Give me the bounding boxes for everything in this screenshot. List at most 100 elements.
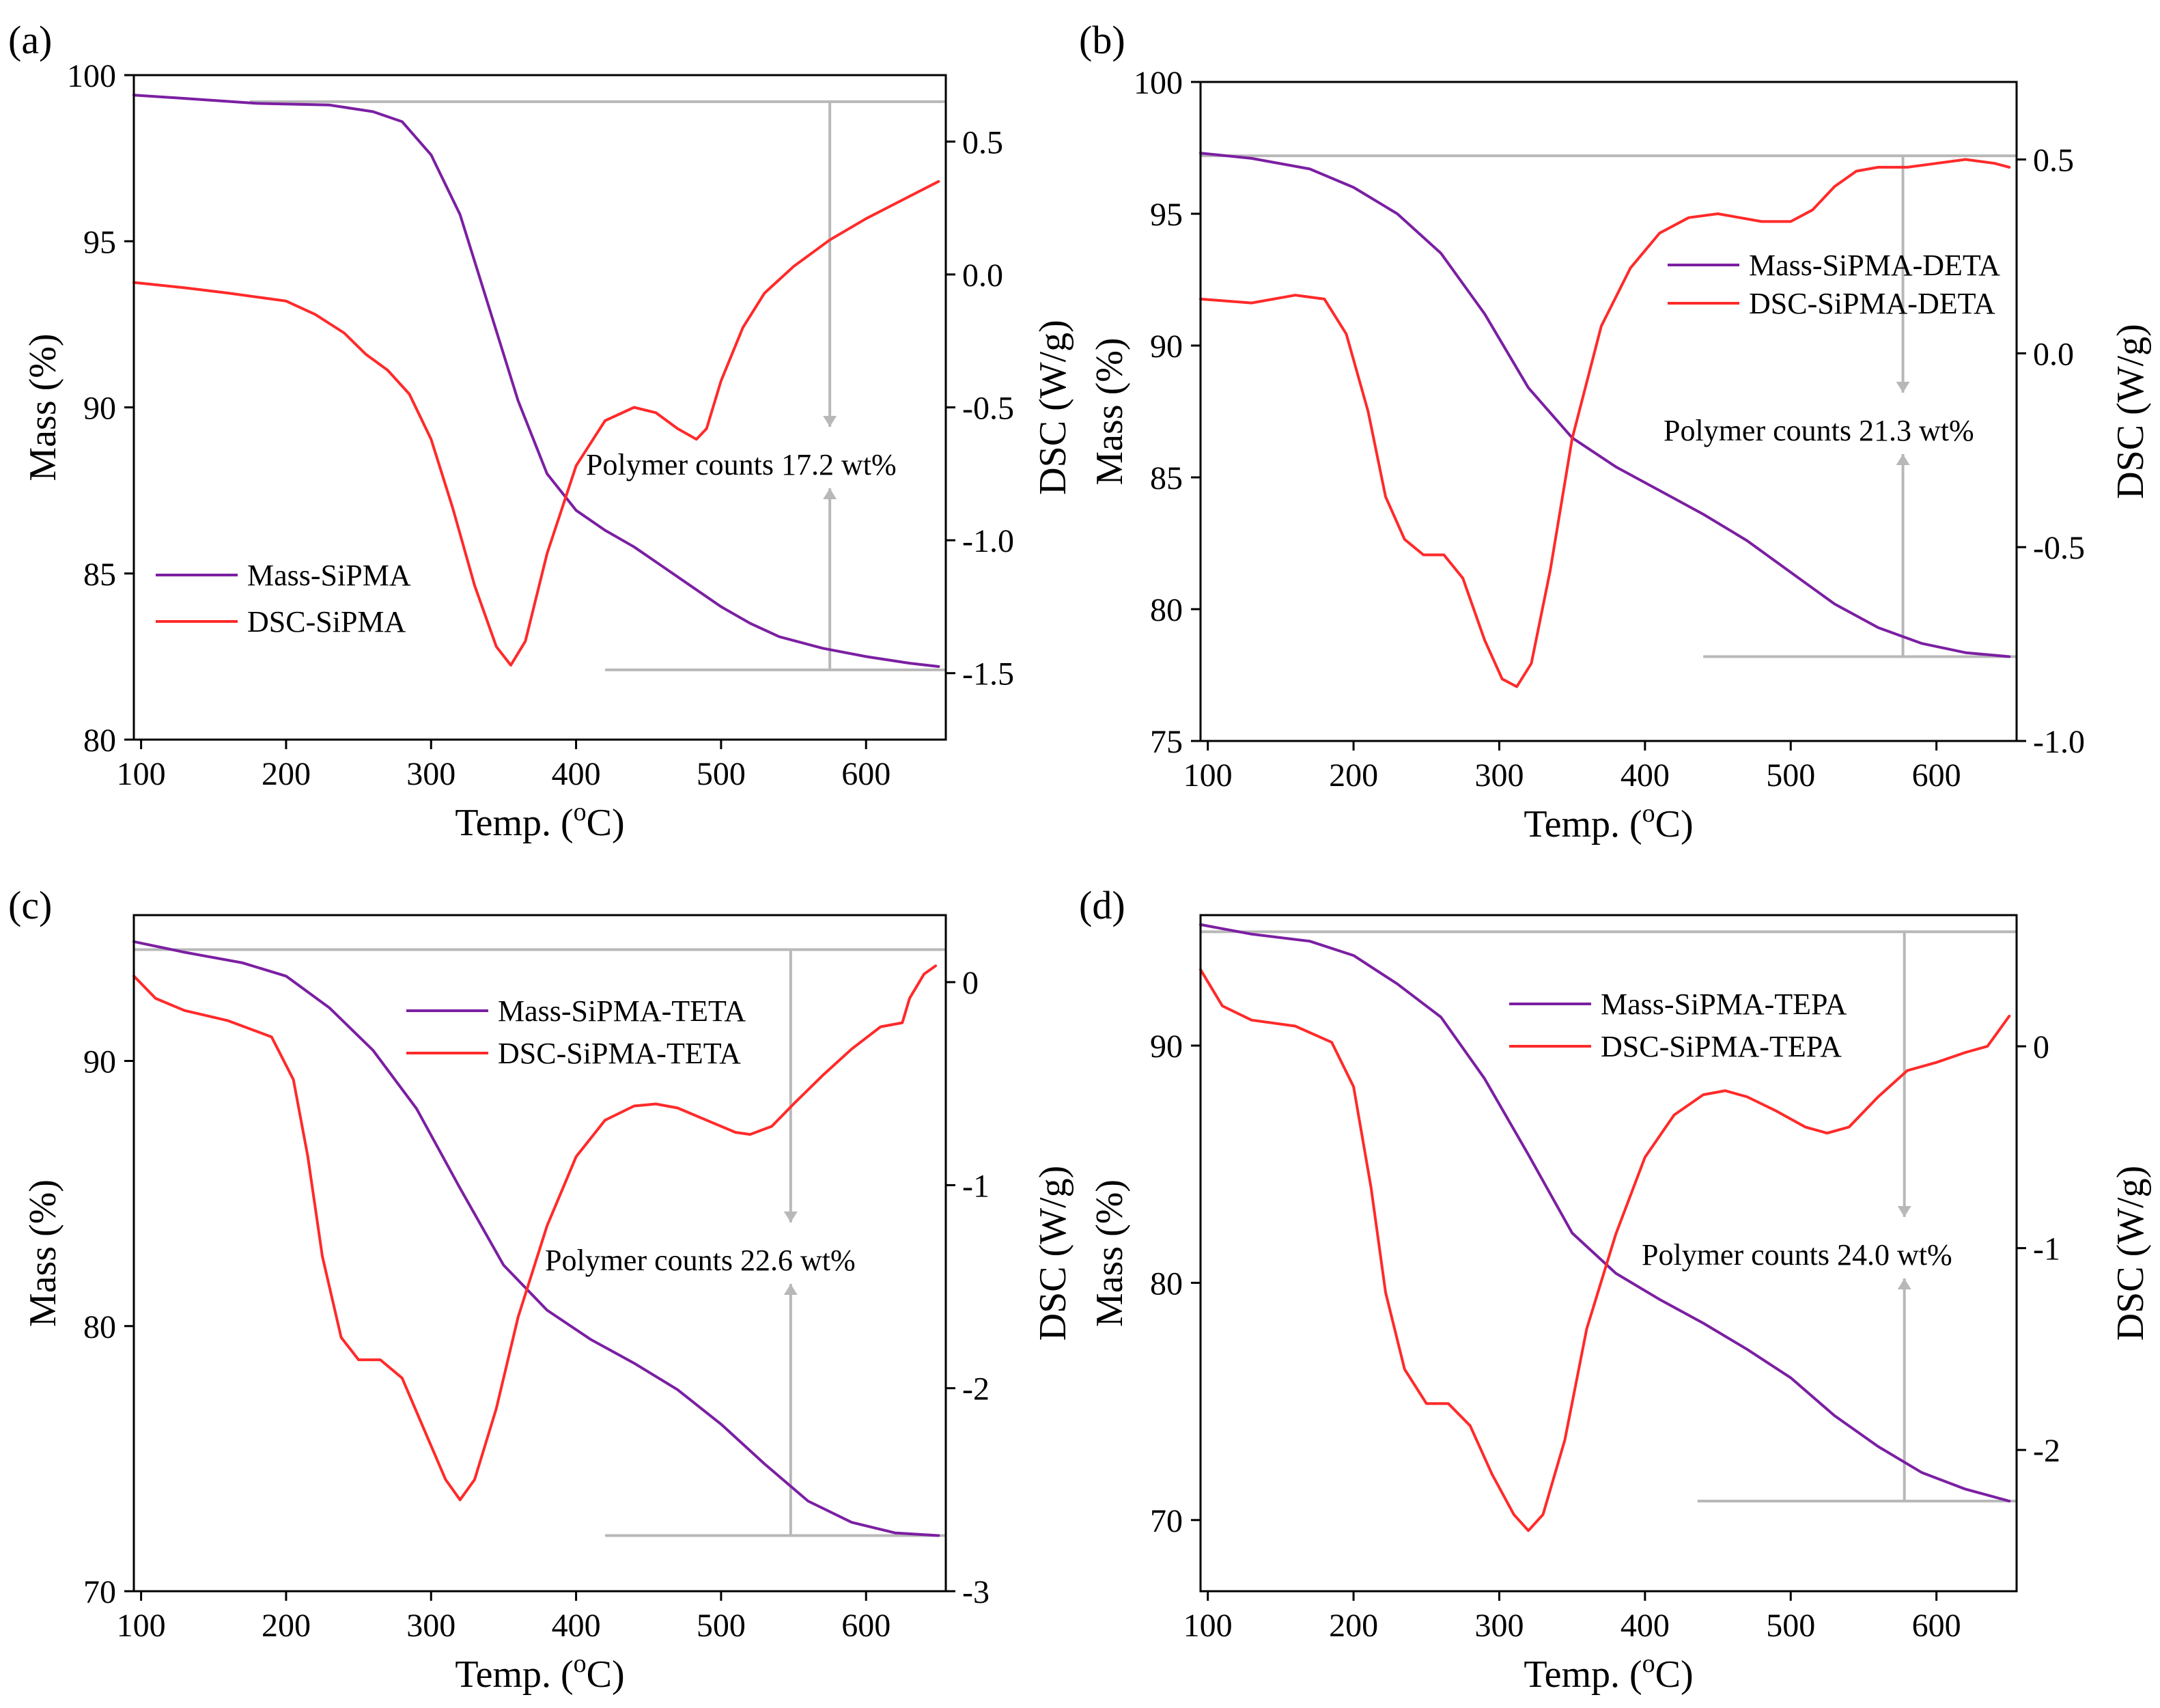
y2-tick-label: -1	[962, 1168, 990, 1204]
y2-tick-label: -1	[2033, 1231, 2060, 1268]
legend: Mass-SiPMA DSC-SiPMA	[156, 559, 411, 639]
x-tick-label: 400	[552, 1608, 601, 1644]
y-tick-label: 90	[1150, 1028, 1183, 1065]
up-arrow-head-icon	[783, 1284, 798, 1295]
y-tick-label: 100	[1134, 65, 1183, 101]
legend-label: Mass-SiPMA-TEPA	[1601, 988, 1847, 1021]
y-tick-label: 80	[1150, 1265, 1183, 1302]
up-arrow-head-icon	[1897, 1278, 1911, 1289]
dsc-series-line	[132, 964, 938, 1502]
y2-tick-label: 0	[962, 965, 979, 1001]
panel-d: (d) 100 200 300 400 500 600 70 80 90 -2 -1 0 Temp. (o…	[1079, 883, 2152, 1696]
y-tick-label: 90	[83, 391, 116, 427]
dsc-series-line	[1199, 968, 2011, 1532]
dsc-series-line	[1199, 158, 2011, 688]
legend: Mass-SiPMA-TEPA DSC-SiPMA-TEPA	[1509, 988, 1847, 1063]
y-axis-title: Mass (%)	[22, 1179, 64, 1327]
y2-tick-label: -2	[962, 1371, 990, 1408]
y2-axis-title: DSC (W/g)	[1032, 1166, 1074, 1341]
y2-tick-label: -3	[962, 1574, 990, 1610]
plot-frame	[1199, 914, 2018, 1593]
x-tick-label: 200	[1329, 1608, 1378, 1644]
y2-tick-label: -0.5	[2033, 530, 2085, 566]
plot-frame	[132, 914, 947, 1593]
panel-a: (a) 100 200 300 400 500 600 80 85 90 95 100 -1.5 -1.0…	[8, 18, 1074, 844]
legend-label: DSC-SiPMA-TEPA	[1601, 1030, 1842, 1063]
y-tick-label: 85	[1150, 460, 1183, 496]
y-tick-label: 90	[1150, 328, 1183, 365]
x-tick-label: 100	[1183, 1608, 1233, 1644]
x-tick-label: 500	[697, 1608, 746, 1644]
y-axis-title: Mass (%)	[1089, 337, 1131, 485]
x-tick-label: 500	[697, 756, 746, 792]
legend-label: DSC-SiPMA-DETA	[1749, 287, 1995, 320]
x-tick-label: 400	[1621, 757, 1670, 794]
y-tick-label: 80	[83, 723, 116, 759]
y2-tick-label: -2	[2033, 1433, 2060, 1469]
polymer-count-annotation: Polymer counts 21.3 wt%	[1664, 414, 1974, 447]
x-tick-label: 600	[841, 756, 890, 792]
y-tick-label: 95	[83, 224, 116, 260]
down-arrow-head-icon	[823, 416, 837, 427]
legend-label: Mass-SiPMA	[247, 559, 411, 592]
mass-series-line	[1199, 152, 2011, 658]
polymer-count-annotation: Polymer counts 24.0 wt%	[1642, 1238, 1952, 1272]
panel-label: (c)	[8, 883, 52, 927]
y-axis-title: Mass (%)	[22, 333, 64, 481]
x-tick-label: 600	[841, 1608, 890, 1644]
x-axis-title: Temp. (oC)	[455, 1649, 624, 1696]
y2-tick-label: 0.5	[2033, 143, 2074, 179]
down-arrow-head-icon	[783, 1212, 798, 1222]
x-axis-title: Temp. (oC)	[1524, 1649, 1693, 1696]
mass-series-line	[132, 940, 940, 1537]
x-tick-label: 200	[262, 756, 311, 792]
legend-label: Mass-SiPMA-TETA	[498, 994, 746, 1028]
y2-tick-label: 0.0	[2033, 336, 2074, 372]
x-tick-label: 300	[1474, 757, 1524, 794]
y-tick-label: 70	[83, 1574, 116, 1610]
y2-axis-title: DSC (W/g)	[1032, 320, 1074, 495]
plot-frame	[132, 74, 947, 741]
legend-label: DSC-SiPMA-TETA	[498, 1037, 741, 1070]
y2-tick-label: 0.5	[962, 124, 1003, 160]
plot-frame	[1199, 81, 2018, 742]
x-tick-label: 100	[117, 756, 166, 792]
x-axis-title: Temp. (oC)	[455, 798, 624, 844]
x-tick-label: 500	[1766, 1608, 1815, 1644]
y-tick-label: 70	[1150, 1503, 1183, 1539]
x-tick-label: 100	[1183, 757, 1233, 794]
x-tick-label: 500	[1766, 757, 1815, 794]
legend: Mass-SiPMA-TETA DSC-SiPMA-TETA	[406, 994, 746, 1070]
panel-label: (d)	[1079, 883, 1125, 927]
x-tick-label: 600	[1912, 1608, 1961, 1644]
x-tick-label: 600	[1912, 757, 1961, 794]
y2-axis-title: DSC (W/g)	[2109, 1166, 2152, 1341]
y-axis-title: Mass (%)	[1089, 1179, 1131, 1327]
legend-label: DSC-SiPMA	[247, 605, 406, 639]
x-tick-label: 300	[1474, 1608, 1524, 1644]
legend: Mass-SiPMA-DETA DSC-SiPMA-DETA	[1668, 249, 2000, 320]
dsc-series-line	[132, 180, 940, 667]
mass-series-line	[1199, 923, 2011, 1502]
panel-b: (b)100 200 300 400 500 6007580859095100-1.0-0…	[1079, 18, 2152, 845]
y-tick-label: 85	[83, 557, 116, 593]
y2-tick-label: 0	[2033, 1029, 2049, 1065]
up-arrow-head-icon	[823, 488, 837, 499]
x-tick-label: 300	[406, 756, 455, 792]
x-tick-label: 300	[406, 1608, 455, 1644]
down-arrow-head-icon	[1896, 382, 1910, 393]
x-tick-label: 200	[262, 1608, 311, 1644]
y-tick-label: 95	[1150, 197, 1183, 233]
polymer-count-annotation: Polymer counts 22.6 wt%	[545, 1244, 856, 1277]
y2-axis-title: DSC (W/g)	[2109, 324, 2152, 499]
y2-tick-label: 0.0	[962, 257, 1003, 294]
y-tick-label: 80	[83, 1309, 116, 1345]
y-tick-label: 90	[83, 1044, 116, 1080]
polymer-count-annotation: Polymer counts 17.2 wt%	[586, 448, 897, 481]
x-axis-title: Temp. (oC)	[1524, 799, 1693, 845]
y2-tick-label: -1.0	[2033, 724, 2085, 760]
y2-tick-label: -1.5	[962, 656, 1014, 692]
down-arrow-head-icon	[1897, 1206, 1911, 1217]
y-tick-label: 100	[67, 58, 116, 94]
